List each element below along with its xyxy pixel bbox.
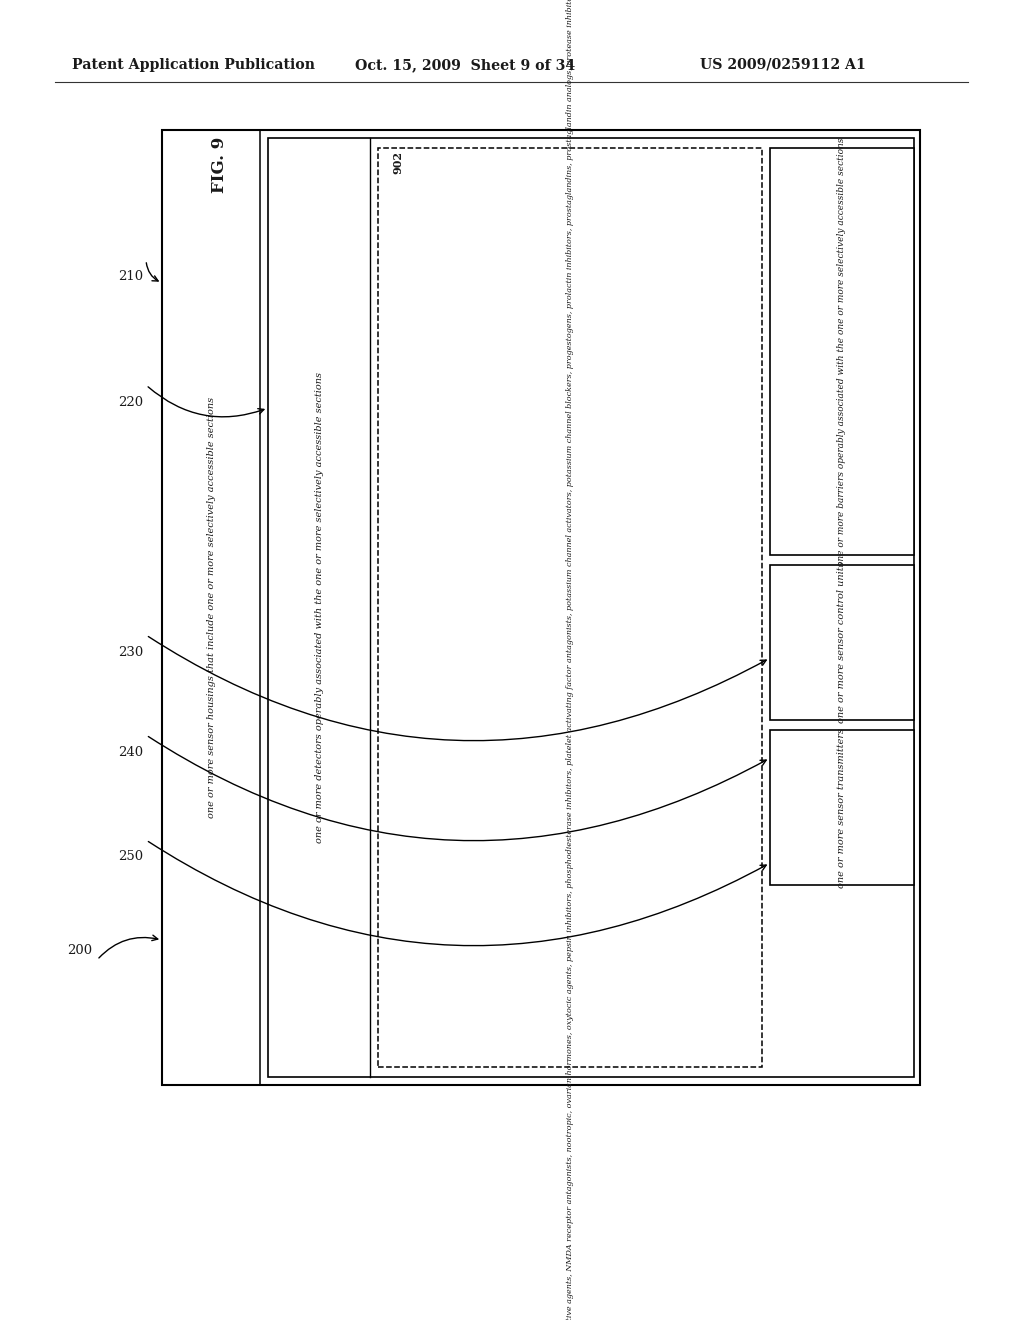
Text: 220: 220	[118, 396, 143, 408]
Text: 250: 250	[118, 850, 143, 863]
Text: 240: 240	[118, 746, 143, 759]
Text: one or more sensor control units: one or more sensor control units	[838, 562, 847, 723]
Text: US 2009/0259112 A1: US 2009/0259112 A1	[700, 58, 866, 73]
Text: one or more sensor housings that include one or more selectively accessible sect: one or more sensor housings that include…	[207, 397, 215, 818]
Text: one or more detectors operably associated with the one or more selectively acces: one or more detectors operably associate…	[314, 372, 324, 843]
Text: 902: 902	[392, 152, 403, 174]
Bar	[378, 148, 762, 1067]
Bar	[770, 565, 914, 719]
Bar	[770, 730, 914, 884]
Text: Oct. 15, 2009  Sheet 9 of 34: Oct. 15, 2009 Sheet 9 of 34	[355, 58, 575, 73]
Text: 200: 200	[67, 944, 92, 957]
Text: one or more barriers operably associated with the one or more selectively access: one or more barriers operably associated…	[838, 137, 847, 566]
Text: 210: 210	[118, 271, 143, 284]
Text: Patent Application Publication: Patent Application Publication	[72, 58, 315, 73]
Bar	[268, 139, 914, 1077]
Bar	[770, 148, 914, 554]
Text: FIG. 9: FIG. 9	[212, 137, 228, 193]
Bar	[162, 129, 920, 1085]
Text: one or more detectors configured to detect one or more agents that include one o: one or more detectors configured to dete…	[566, 0, 574, 1320]
Text: 230: 230	[118, 645, 143, 659]
Text: one or more sensor transmitters: one or more sensor transmitters	[838, 727, 847, 887]
